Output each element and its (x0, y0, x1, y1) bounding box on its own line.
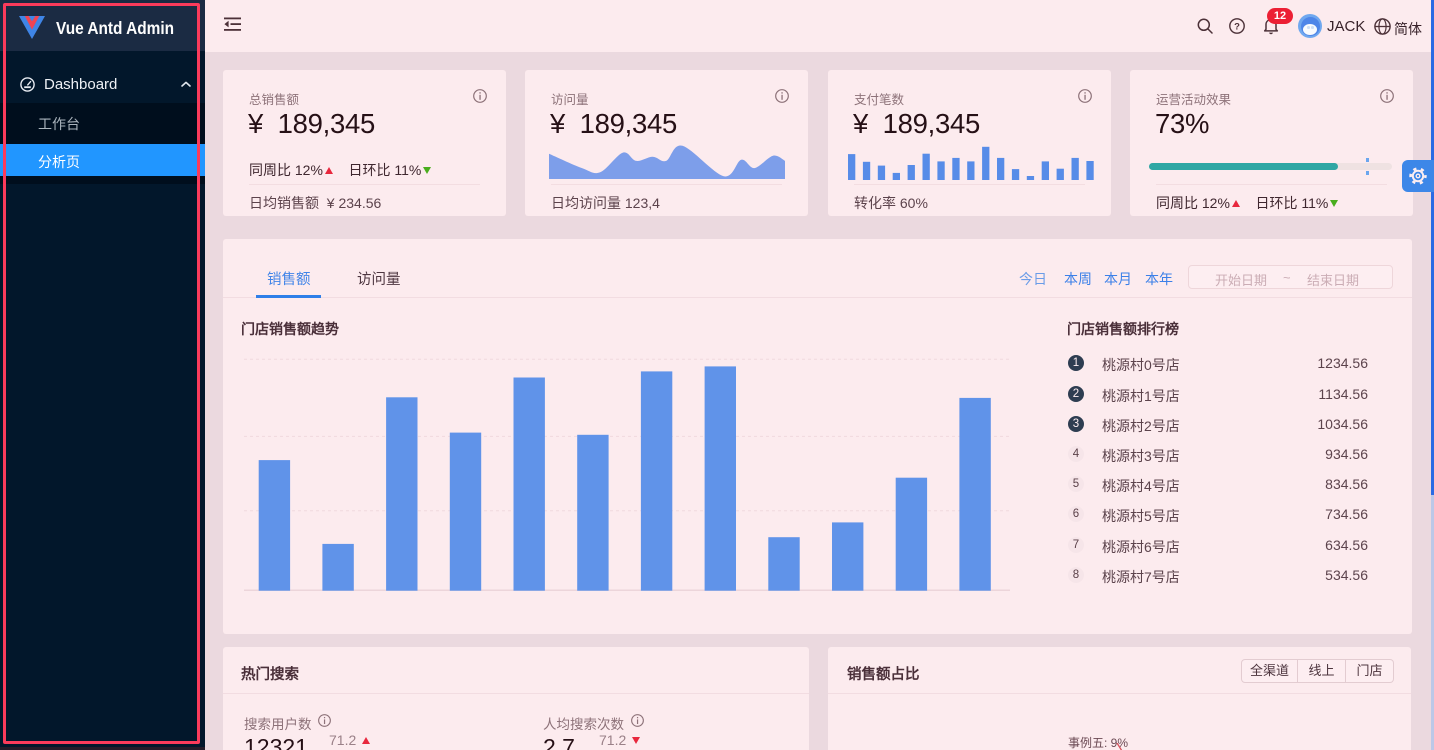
svg-text:?: ? (1234, 21, 1240, 32)
